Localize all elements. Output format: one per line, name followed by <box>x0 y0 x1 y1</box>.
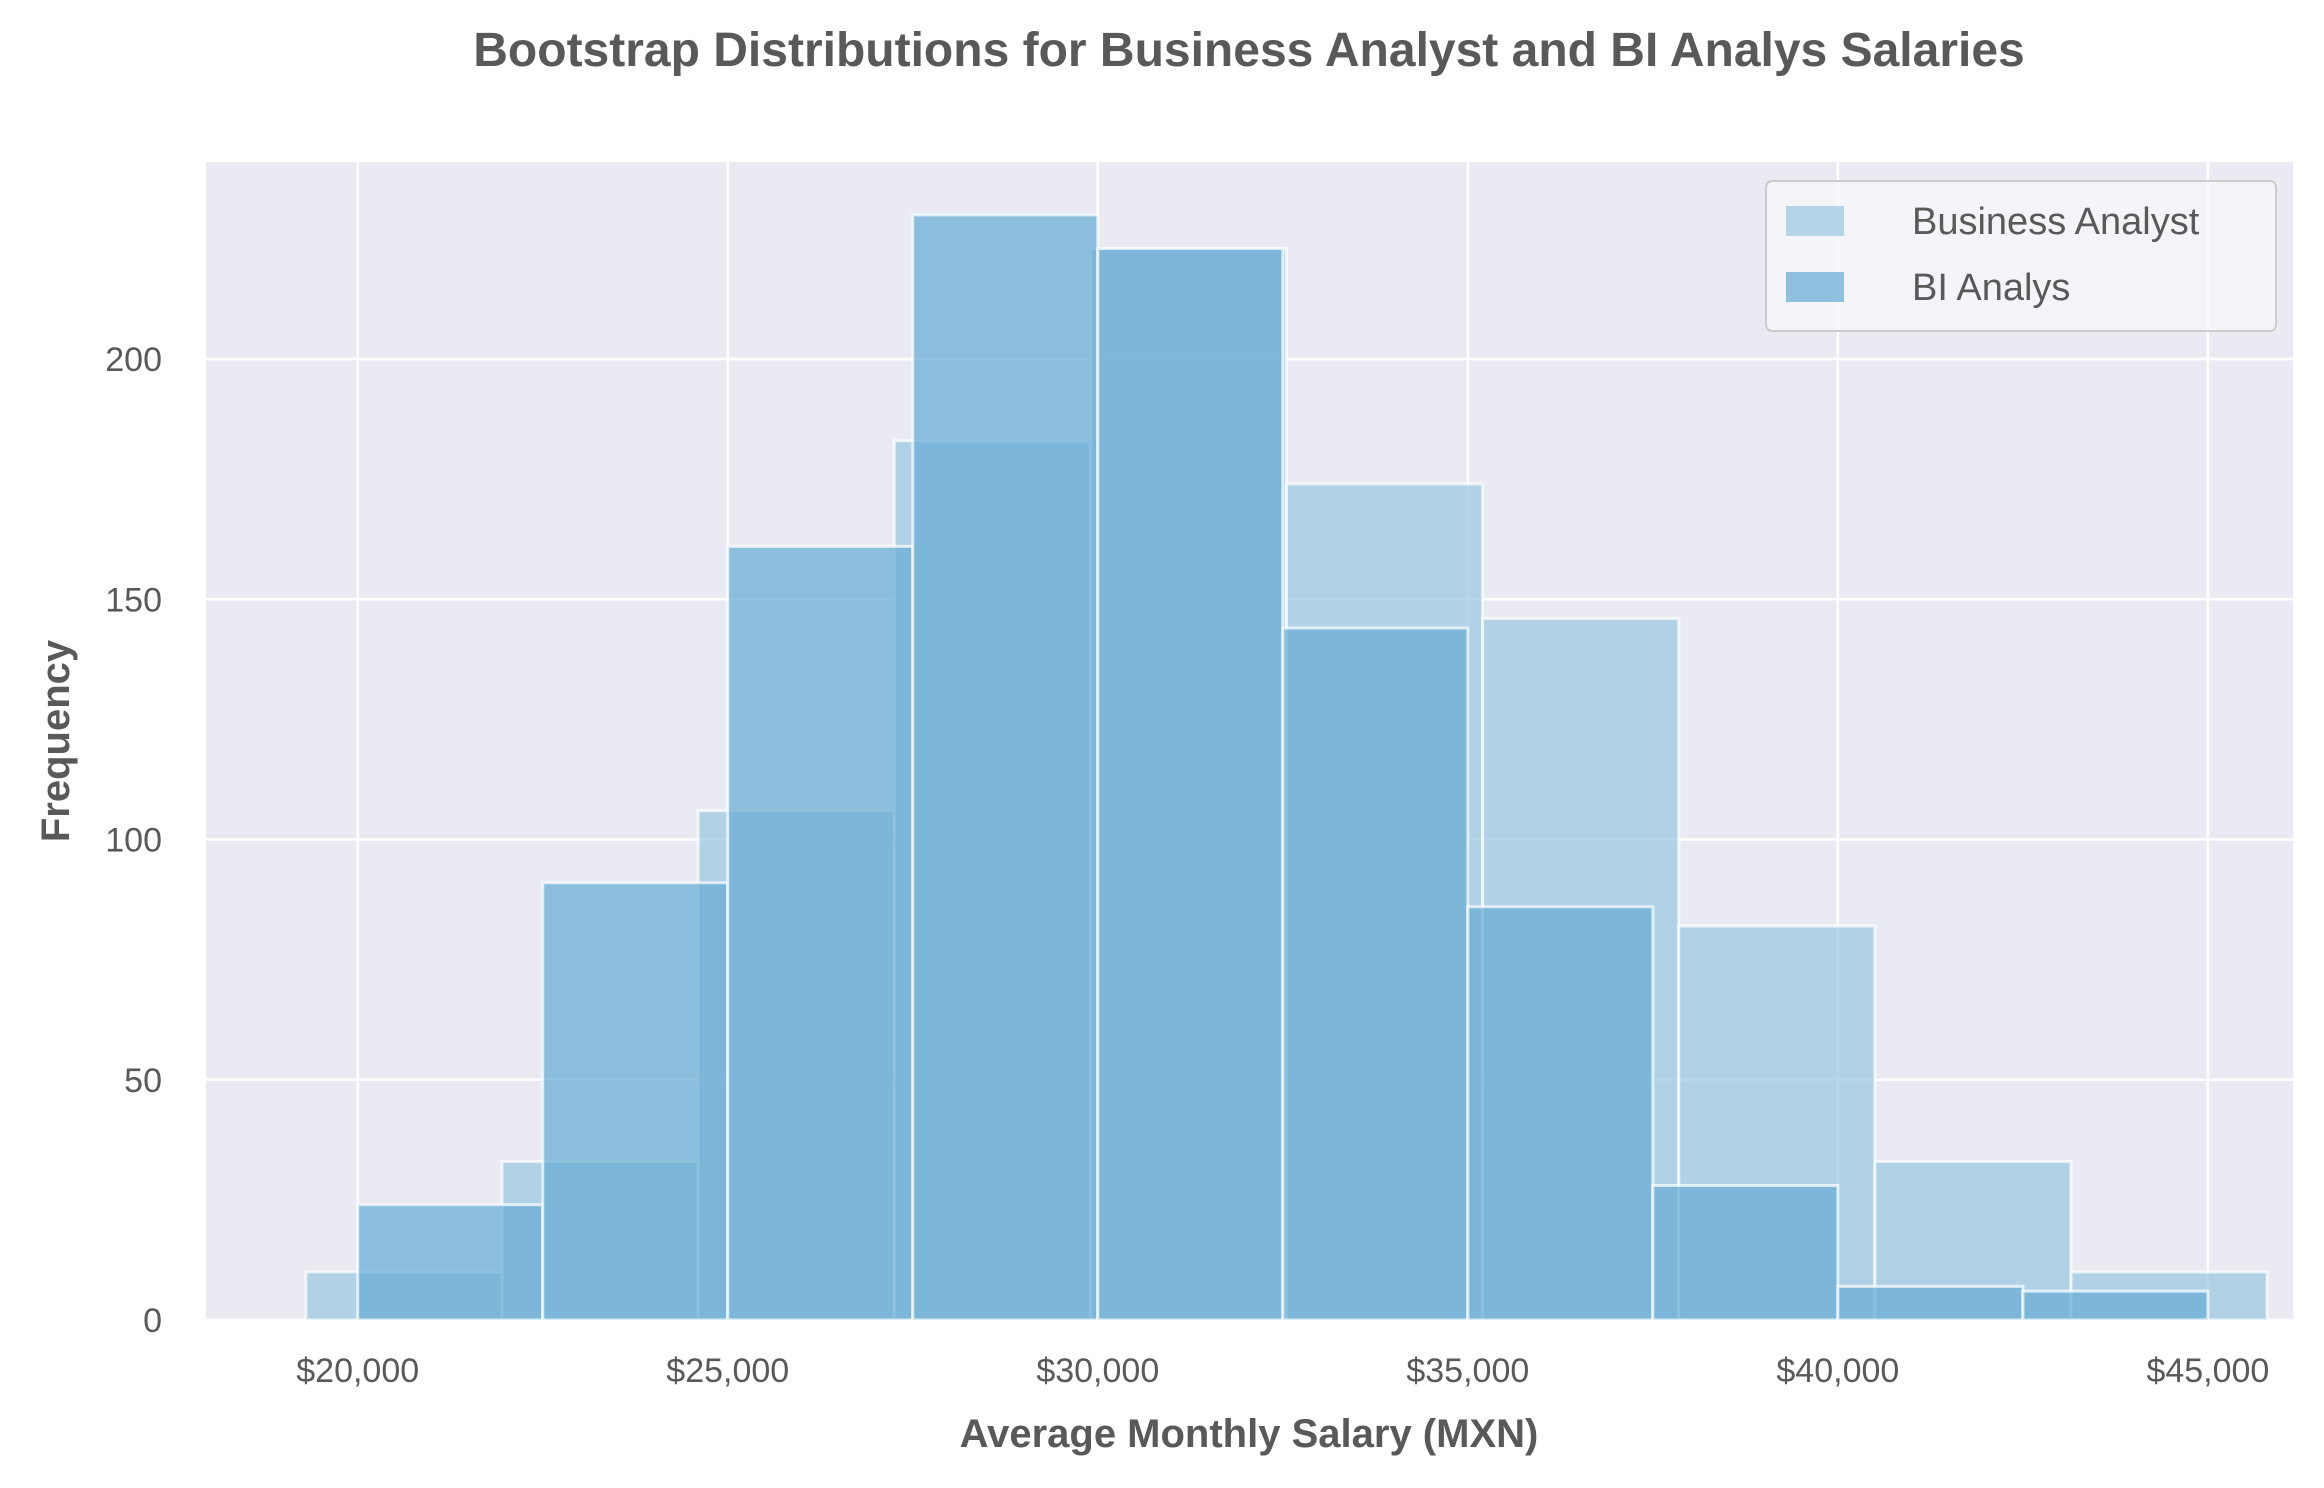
bar-bi-analys <box>541 881 730 1322</box>
bar-bi-analys <box>726 544 915 1322</box>
x-axis-label: Average Monthly Salary (MXN) <box>960 1412 1539 1456</box>
legend-label-bi-analys: BI Analys <box>1912 267 2070 309</box>
y-axis-label: Frequency <box>34 639 78 842</box>
histogram-bars <box>304 213 2269 1322</box>
bar-bi-analys <box>356 1203 545 1322</box>
x-tick-label: $35,000 <box>1406 1352 1529 1390</box>
x-tick-label: $25,000 <box>666 1352 789 1390</box>
legend-box <box>1765 180 2277 332</box>
x-tick-label: $20,000 <box>296 1352 419 1390</box>
y-tick-label: 100 <box>105 822 162 860</box>
bar-bi-analys <box>1651 1183 1840 1322</box>
bar-bi-analys <box>1281 626 1470 1322</box>
x-tick-label: $30,000 <box>1036 1352 1159 1390</box>
chart-title: Bootstrap Distributions for Business Ana… <box>473 24 2024 77</box>
x-tick-label: $45,000 <box>2146 1352 2269 1390</box>
x-tick-label: $40,000 <box>1776 1352 1899 1390</box>
y-tick-label: 200 <box>105 341 162 379</box>
legend-swatch-bi-analys <box>1786 272 1844 302</box>
y-tick-label: 50 <box>124 1062 162 1100</box>
x-axis-ticks: $20,000 $25,000 $30,000 $35,000 $40,000 $45,0… <box>296 1352 2269 1390</box>
bar-bi-analys <box>1836 1284 2025 1322</box>
bar-bi-analys <box>911 213 1100 1322</box>
bar-bi-analys <box>1466 905 1655 1322</box>
y-axis-ticks: 0 50 100 150 200 <box>105 341 162 1340</box>
y-tick-label: 150 <box>105 581 162 619</box>
legend-swatch-business-analyst <box>1786 206 1844 236</box>
bar-bi-analys <box>2021 1289 2210 1322</box>
legend-label-business-analyst: Business Analyst <box>1912 201 2200 243</box>
y-tick-label: 0 <box>143 1302 162 1340</box>
legend: Business Analyst BI Analys <box>1765 180 2277 332</box>
bar-bi-analys <box>1096 246 1285 1322</box>
